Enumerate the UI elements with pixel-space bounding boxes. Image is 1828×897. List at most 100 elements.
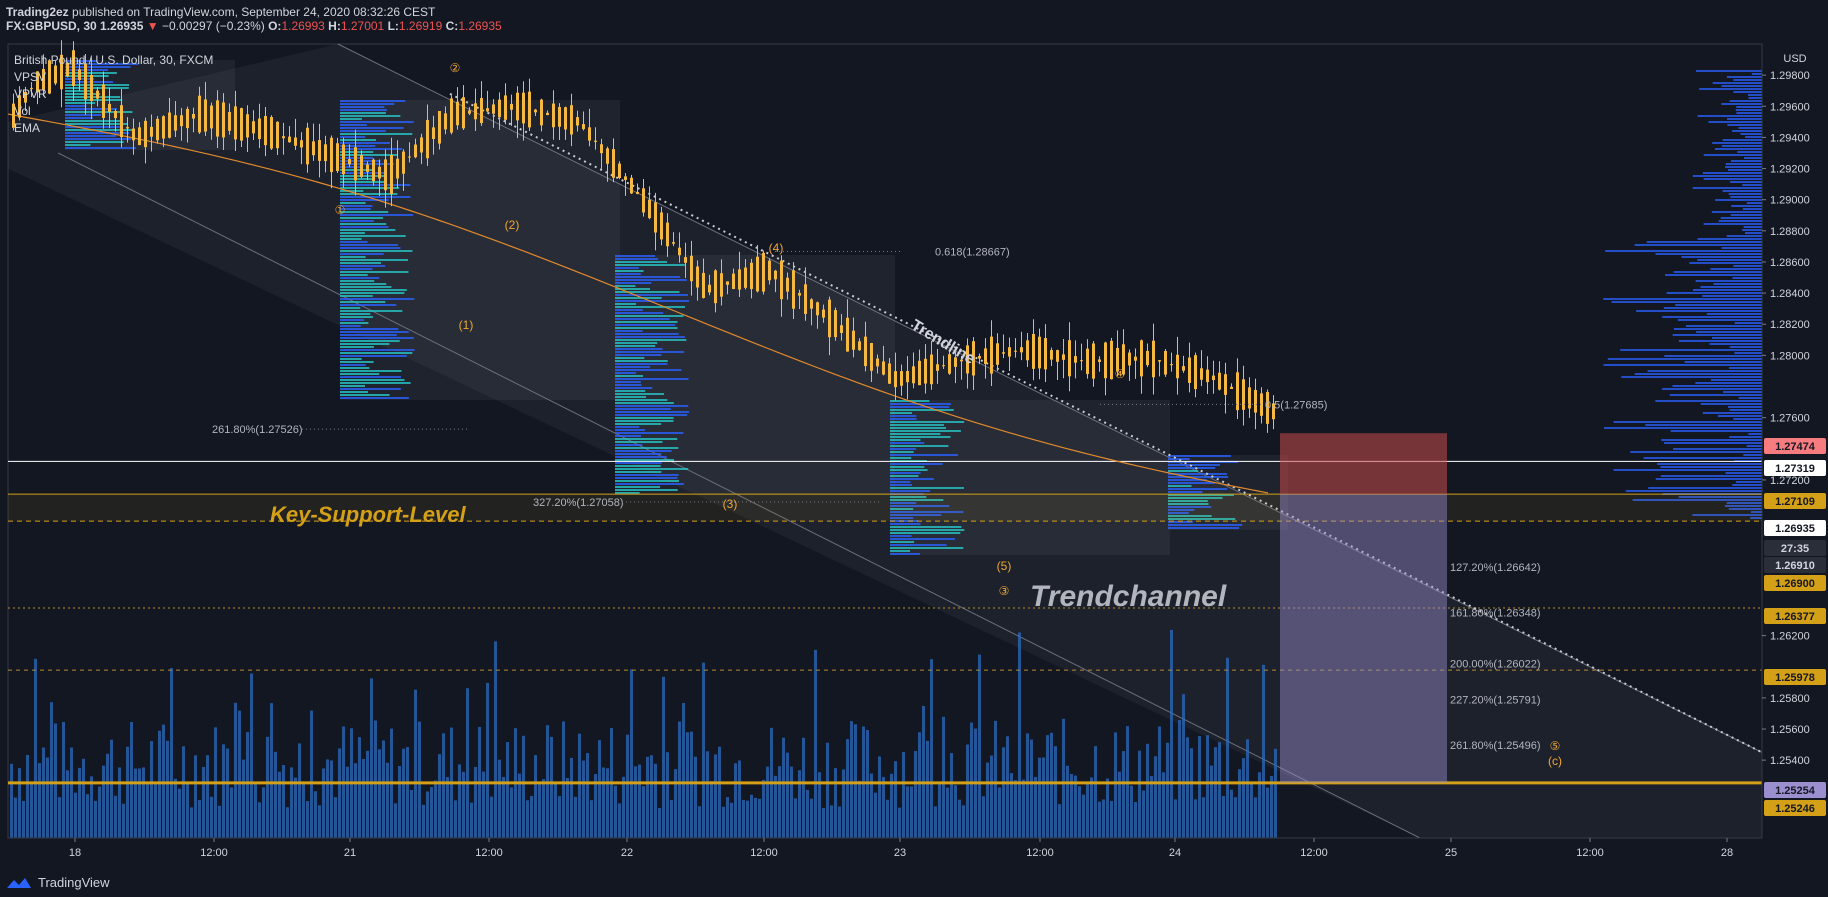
candle-body: [408, 156, 411, 158]
vpvr-row: [1728, 193, 1762, 195]
vpvr-row: [1712, 82, 1762, 84]
profile-row: [340, 382, 411, 384]
stop-loss-zone: [1280, 433, 1447, 495]
volume-bar: [1030, 739, 1033, 838]
vpvr-row: [1732, 277, 1762, 279]
candle-body: [36, 71, 39, 93]
volume-bar: [1038, 757, 1041, 838]
volume-bar: [1066, 765, 1069, 838]
x-tick-label: 22: [621, 847, 633, 859]
legend-item-vol[interactable]: Vol: [14, 104, 31, 118]
candle-body: [930, 354, 933, 385]
vpvr-row: [1721, 103, 1762, 105]
profile-row: [1168, 527, 1240, 529]
profile-row: [340, 166, 362, 168]
candle-body: [756, 256, 759, 292]
profile-row: [340, 358, 362, 360]
volume-bar: [1078, 786, 1081, 838]
candle-body: [480, 98, 483, 124]
candle-body: [738, 269, 741, 290]
volume-bar: [634, 766, 637, 838]
vpvr-row: [1708, 121, 1762, 123]
candle-body: [90, 74, 93, 101]
vpvr-row: [1712, 337, 1762, 339]
legend-item-vpsv[interactable]: VPSV: [14, 70, 47, 84]
volume-bar: [362, 758, 365, 838]
candle-body: [588, 127, 591, 141]
vpvr-row: [1664, 355, 1762, 357]
vpvr-row: [1733, 79, 1762, 81]
profile-row: [65, 138, 132, 140]
profile-row: [65, 147, 136, 149]
volume-bar: [298, 743, 301, 838]
vpvr-row: [1695, 280, 1762, 282]
volume-bar: [826, 742, 829, 838]
price-marker-label: 27:35: [1781, 543, 1809, 555]
candle-body: [774, 270, 777, 280]
profile-row: [340, 199, 389, 201]
profile-row: [615, 396, 647, 398]
candle-body: [906, 371, 909, 383]
candle-body: [642, 188, 645, 213]
vpvr-row: [1702, 172, 1762, 174]
profile-row: [615, 315, 684, 317]
price-chart[interactable]: 0.618(1.28667) 0.5(1.27685) 261.80%(1.2752…: [0, 0, 1828, 868]
vpvr-row: [1748, 94, 1762, 96]
vpvr-row: [1673, 328, 1762, 330]
wave-label: ④: [1115, 367, 1126, 381]
volume-bar: [1086, 783, 1089, 838]
candle-body: [570, 105, 573, 135]
profile-row: [615, 468, 689, 470]
volume-bar: [438, 754, 441, 838]
candle-body: [378, 166, 381, 179]
candle-body: [798, 292, 801, 296]
volume-bar: [758, 798, 761, 838]
candle-body: [390, 155, 393, 194]
candle-body: [372, 159, 375, 182]
volume-bar: [738, 760, 741, 838]
volume-bar: [346, 766, 349, 838]
volume-bar: [586, 753, 589, 838]
vpvr-row: [1625, 490, 1762, 492]
volume-bar: [142, 767, 145, 838]
volume-bar: [574, 796, 577, 838]
tradingview-brand[interactable]: TradingView: [6, 875, 110, 890]
profile-row: [340, 268, 373, 270]
candle-body: [1188, 357, 1191, 383]
volume-bar: [418, 721, 421, 838]
candle-body: [1266, 392, 1269, 424]
profile-row: [1168, 476, 1229, 478]
change-value: −0.00297 (−0.23%): [162, 19, 265, 33]
volume-bar: [258, 802, 261, 838]
volume-bar: [246, 732, 249, 838]
profile-row: [615, 270, 644, 272]
candle-body: [78, 69, 81, 81]
volume-bar: [598, 740, 601, 838]
volume-bar: [1170, 629, 1173, 838]
profile-row: [340, 235, 406, 237]
volume-bar: [1118, 771, 1121, 838]
candle-body: [264, 116, 267, 146]
candle-body: [1020, 347, 1023, 353]
profile-row: [340, 148, 403, 150]
legend-item-ema[interactable]: EMA: [14, 121, 41, 135]
profile-row: [615, 438, 678, 440]
volume-bar: [490, 796, 493, 838]
profile-row: [890, 439, 921, 441]
profile-row: [340, 253, 384, 255]
volume-bar: [282, 764, 285, 838]
profile-row: [340, 337, 414, 339]
profile-row: [340, 193, 398, 195]
volume-bar: [1214, 747, 1217, 838]
volume-bar: [1110, 800, 1113, 838]
header-bar: Trading2ez published on TradingView.com,…: [0, 0, 1828, 42]
legend-item-vpvr[interactable]: VPVR: [14, 87, 47, 101]
brand-label: TradingView: [38, 875, 110, 890]
volume-bar: [1154, 756, 1157, 838]
author-name[interactable]: Trading2ez: [6, 5, 69, 19]
vpvr-row: [1722, 190, 1762, 192]
profile-row: [340, 187, 400, 189]
x-tick-label: 12:00: [1576, 847, 1604, 859]
volume-bar: [1150, 776, 1153, 838]
profile-row: [65, 84, 130, 86]
